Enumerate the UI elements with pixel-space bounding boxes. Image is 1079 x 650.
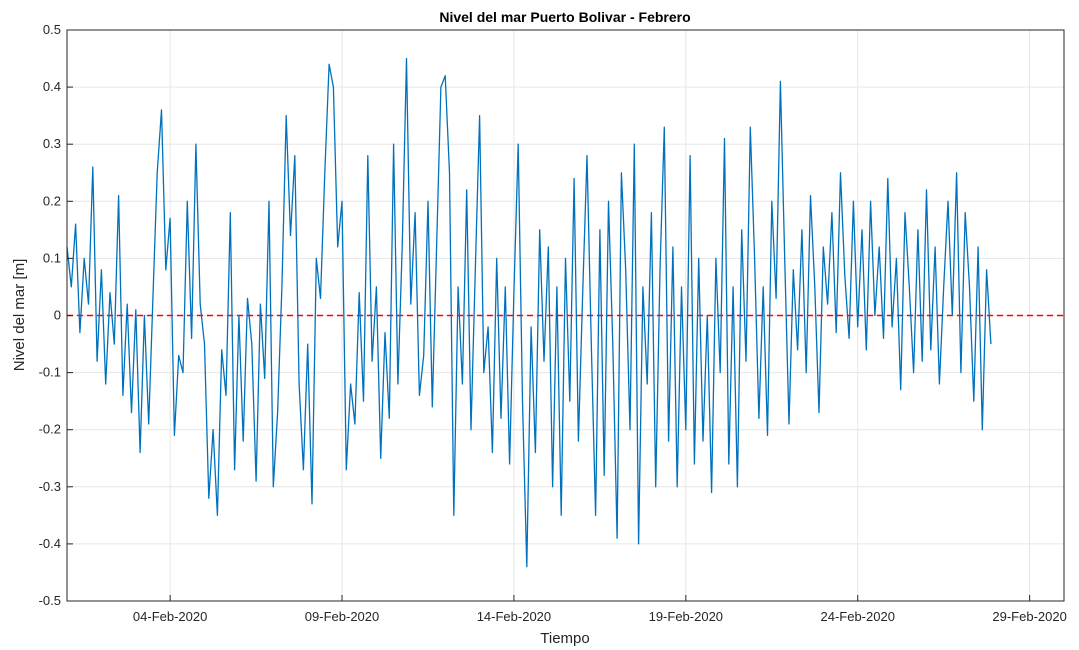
y-tick-label: 0.4 <box>43 79 61 94</box>
y-tick-label: -0.4 <box>39 536 61 551</box>
x-axis-title: Tiempo <box>540 630 589 647</box>
y-tick-label: 0.2 <box>43 193 61 208</box>
x-tick-label: 09-Feb-2020 <box>305 609 379 624</box>
y-tick-label: 0.1 <box>43 250 61 265</box>
y-tick-label: -0.2 <box>39 422 61 437</box>
sea-level-series-line <box>66 57 992 568</box>
x-tick-label: 04-Feb-2020 <box>133 609 207 624</box>
y-axis-title: Nivel del mar [m] <box>11 259 28 372</box>
y-tick-label: -0.1 <box>39 365 61 380</box>
x-tick-label: 14-Feb-2020 <box>477 609 551 624</box>
y-tick-label: -0.5 <box>39 593 61 608</box>
series-layer <box>66 57 1064 568</box>
y-tick-label: -0.3 <box>39 479 61 494</box>
x-tick-label: 24-Feb-2020 <box>820 609 894 624</box>
y-tick-label: 0 <box>54 308 61 323</box>
y-tick-label: 0.5 <box>43 22 61 37</box>
chart-title: Nivel del mar Puerto Bolivar - Febrero <box>439 9 690 25</box>
x-axis-ticks: 04-Feb-2020 09-Feb-2020 14-Feb-2020 19-Feb-… <box>133 595 1067 624</box>
y-tick-label: 0.3 <box>43 136 61 151</box>
x-tick-label: 29-Feb-2020 <box>992 609 1066 624</box>
x-tick-label: 19-Feb-2020 <box>649 609 723 624</box>
y-axis-ticks: -0.5 -0.4 -0.3 -0.2 -0.1 0 0.1 0.2 0.3 0.4 0.5 <box>39 22 73 608</box>
